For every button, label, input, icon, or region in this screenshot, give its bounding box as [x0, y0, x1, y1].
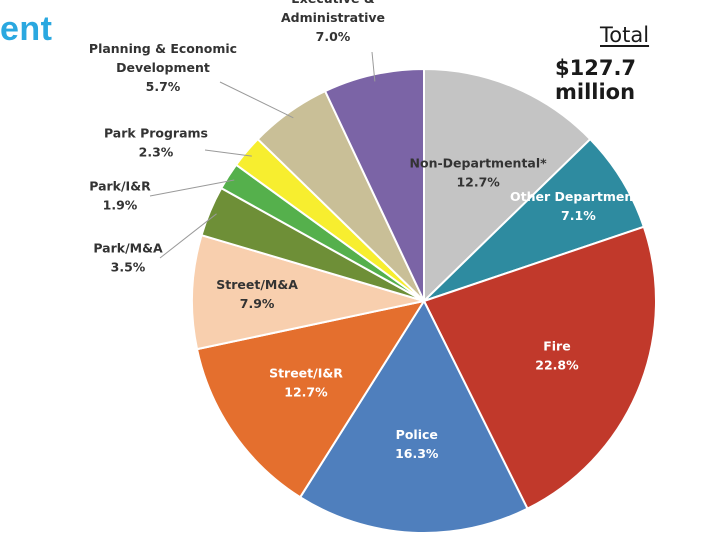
partial-chart-title: ent — [0, 10, 53, 48]
slice-label-other-departments: Other Departments 7.1% — [510, 189, 647, 223]
pie-slice-street-manda — [191, 233, 425, 351]
slice-percent: 12.7% — [456, 174, 500, 189]
slice-name: Other Departments — [510, 189, 647, 204]
slice-label-park-manda: Park/M&A 3.5% — [93, 241, 163, 275]
slice-name: Executive & — [291, 0, 375, 6]
slice-label-street-manda: Street/M&A 7.9% — [216, 277, 298, 311]
slice-name: Police — [396, 427, 438, 442]
slice-name: Planning & Economic — [89, 41, 237, 56]
slice-percent: 7.0% — [316, 29, 351, 44]
slice-label-street-iandr: Street/I&R 12.7% — [269, 366, 343, 400]
leader-line-park-programs — [204, 149, 252, 157]
pie-slice-executive-and-administrative — [323, 67, 425, 302]
slice-percent: 16.3% — [395, 446, 439, 461]
slice-percent: 7.1% — [561, 208, 596, 223]
leader-line-planning-and-economic-development — [219, 81, 294, 119]
slice-labels: Non-Departmental* 12.7% Other Departments 7… — [89, 0, 647, 461]
slice-percent: 3.5% — [111, 260, 146, 275]
leader-line-park-iandr — [149, 179, 235, 197]
slice-name: Park/M&A — [93, 241, 163, 256]
pie-slice-fire — [422, 225, 657, 510]
slice-label-planning-and-economic-development: Planning & Economic Development 5.7% — [89, 41, 237, 94]
leader-lines — [149, 51, 376, 259]
total-label: Total — [600, 23, 650, 47]
slice-label-police: Police 16.3% — [395, 427, 439, 461]
slice-percent: 22.8% — [535, 357, 579, 372]
slice-percent: 12.7% — [284, 385, 328, 400]
slice-label-fire: Fire 22.8% — [535, 338, 579, 372]
pie-slice-other-departments — [423, 137, 646, 302]
slice-label-park-iandr: Park/I&R 1.9% — [89, 179, 151, 213]
slice-percent: 2.3% — [139, 145, 174, 160]
pie-slice-police — [298, 298, 529, 534]
total-value: $127.7 million — [555, 56, 637, 104]
slice-name: Park/I&R — [89, 179, 151, 194]
leader-line-executive-and-administrative — [371, 51, 376, 82]
slice-label-non-departmental: Non-Departmental* 12.7% — [410, 155, 548, 189]
pie-slices — [191, 67, 657, 534]
slice-name: Street/M&A — [216, 277, 298, 292]
slice-name: Street/I&R — [269, 366, 343, 381]
pie-slice-street-iandr — [195, 299, 427, 499]
slice-name: Fire — [543, 338, 570, 353]
slice-percent: 1.9% — [103, 198, 138, 213]
leader-line-park-manda — [159, 213, 217, 259]
slice-label-executive-and-administrative: Executive & Administrative 7.0% — [281, 0, 385, 44]
slice-percent: 7.9% — [240, 296, 275, 311]
slice-percent: 5.7% — [146, 79, 181, 94]
slice-name: Development — [116, 60, 210, 75]
slice-name: Park Programs — [104, 126, 208, 141]
slice-label-park-programs: Park Programs 2.3% — [104, 126, 208, 160]
slice-name: Non-Departmental* — [410, 155, 548, 170]
pie-slice-non-departmental — [423, 67, 592, 304]
slice-name: Administrative — [281, 10, 385, 25]
